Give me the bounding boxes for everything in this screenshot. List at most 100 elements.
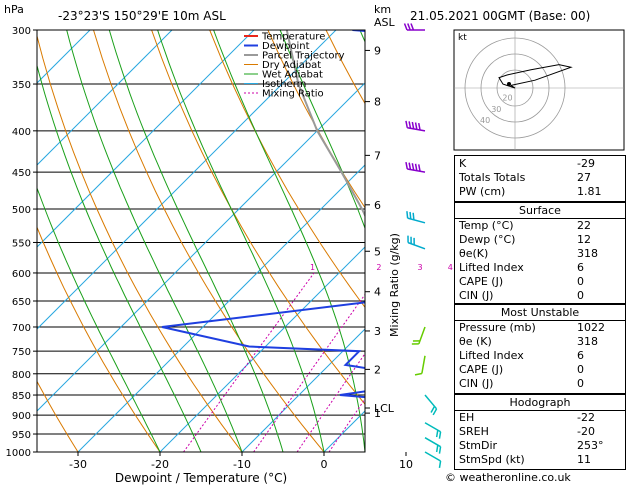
legend-label: Isotherm xyxy=(262,79,306,90)
unstable-row: θe (K) 318 xyxy=(459,335,598,348)
wet-adiabat-line xyxy=(157,30,325,452)
wind-barb-flag xyxy=(414,372,423,376)
isotherm-line xyxy=(0,30,8,452)
surface-title: Surface xyxy=(519,204,561,217)
km-tick-label: 7 xyxy=(374,149,381,162)
hodo-row: StmSpd (kt) 11 xyxy=(459,453,591,466)
unstable-row: CIN (J) 0 xyxy=(459,377,584,390)
y-tick-label: 500 xyxy=(12,205,31,216)
footer-credit: © weatheronline.co.uk xyxy=(445,471,571,484)
y-tick-label: 950 xyxy=(12,430,31,441)
mixing-ratio-line xyxy=(328,398,365,452)
km-tick-label: 9 xyxy=(374,44,381,57)
unstable-row: Pressure (mb) 1022 xyxy=(459,321,605,334)
hodograph-panel: Hodograph EH -22 SREH -20 StmDir 253° StmSp… xyxy=(454,394,626,470)
wind-barb-flag xyxy=(414,163,418,171)
y-axis-right-label: Mixing Ratio (g/kg) xyxy=(388,233,401,337)
wet-adiabat-line xyxy=(279,30,365,230)
series-dewpoint-line xyxy=(161,30,365,399)
divider xyxy=(455,218,625,219)
legend-label: Dry Adiabat xyxy=(262,60,321,71)
isotherm-line xyxy=(241,328,365,452)
hodo-row: StmDir 253° xyxy=(459,439,604,452)
hodograph-ring-label: 30 xyxy=(491,105,501,114)
dry-adiabat-line xyxy=(209,30,365,309)
dry-adiabat-line xyxy=(151,30,365,406)
divider xyxy=(455,410,625,411)
wind-barb-flag xyxy=(417,122,421,131)
km-tick-label: 6 xyxy=(374,199,381,212)
mixing-ratio-line xyxy=(253,293,365,452)
mixing-ratio-line xyxy=(296,352,365,452)
y-tick-label: 350 xyxy=(12,80,31,91)
y-tick-label: 300 xyxy=(12,26,31,37)
wind-barb-flag xyxy=(438,460,442,469)
km-tick-label: LCL xyxy=(374,402,395,415)
y-tick-label: 850 xyxy=(12,391,31,402)
unstable-row: CAPE (J) 0 xyxy=(459,363,584,376)
legend-label: Mixing Ratio xyxy=(262,89,324,100)
index-row: K -29 xyxy=(459,157,595,170)
wind-barb-flag xyxy=(410,23,415,31)
wind-barb-flag xyxy=(435,444,439,453)
wind-barb-flag xyxy=(435,430,439,438)
surface-row: Dewp (°C) 12 xyxy=(459,233,591,246)
divider xyxy=(455,320,625,321)
x-tick-label: -10 xyxy=(233,458,251,471)
surface-panel: Surface Temp (°C) 22 Dewp (°C) 12 θe(K) 318… xyxy=(454,202,626,304)
series-parcel-trajectory-line xyxy=(285,30,365,218)
y-tick-label: 1000 xyxy=(6,448,31,459)
legend-label: Temperature xyxy=(261,32,325,43)
hodo-row: SREH -20 xyxy=(459,425,595,438)
km-tick-label: 5 xyxy=(374,245,381,258)
dry-adiabat-line xyxy=(93,30,325,452)
legend-label: Parcel Trajectory xyxy=(262,51,345,62)
wet-adiabat-line xyxy=(108,30,284,452)
mixing-ratio-label: 1 xyxy=(310,263,315,272)
isotherm-line xyxy=(77,164,365,452)
most-unstable-title: Most Unstable xyxy=(500,306,580,319)
y-tick-label: 450 xyxy=(12,168,31,179)
wind-barb-shaft xyxy=(421,355,426,374)
surface-row: CIN (J) 0 xyxy=(459,289,584,302)
wind-barbs xyxy=(403,23,442,469)
wet-adiabat-line xyxy=(37,63,202,452)
wind-barb-flag xyxy=(408,162,412,170)
hodograph-trace xyxy=(498,64,573,89)
hodograph-title: Hodograph xyxy=(509,396,571,409)
surface-row: Lifted Index 6 xyxy=(459,261,584,274)
storm-motion-marker xyxy=(507,82,511,86)
mixing-ratio-label: 2 xyxy=(376,263,381,272)
wind-barb-flag xyxy=(412,212,415,220)
wind-barb-flag xyxy=(414,122,418,130)
y-tick-label: 700 xyxy=(12,323,31,334)
legend-label: Wet Adiabat xyxy=(262,70,323,81)
hodograph-ring-label: 40 xyxy=(480,116,490,125)
wind-barb-flag xyxy=(407,23,411,31)
dry-adiabat-line xyxy=(37,226,161,452)
x-tick-label: -20 xyxy=(151,458,169,471)
km-tick-label: 3 xyxy=(374,325,381,338)
y-tick-label: 900 xyxy=(12,411,31,422)
wind-barb-flag xyxy=(409,211,412,220)
surface-row: CAPE (J) 0 xyxy=(459,275,584,288)
mixing-ratio-label: 3 xyxy=(417,263,422,272)
isotherm-line xyxy=(37,82,365,412)
profile-curves xyxy=(161,30,365,399)
x-tick-label: -30 xyxy=(69,458,87,471)
hodograph-unit: kt xyxy=(458,33,467,43)
y-tick-label: 400 xyxy=(12,127,31,138)
wind-barb-flag xyxy=(432,408,438,416)
wind-barb-shaft xyxy=(424,451,441,462)
y-tick-label: 650 xyxy=(12,297,31,308)
wind-barb-flag xyxy=(405,120,409,128)
hpa-label: hPa xyxy=(4,3,24,16)
wind-barb-flag xyxy=(405,161,409,170)
x-tick-label: 0 xyxy=(321,458,328,471)
wind-barb-flag xyxy=(438,431,442,439)
wind-barb-flag xyxy=(403,23,408,31)
km-tick-label: 2 xyxy=(374,363,381,376)
isotherm-line xyxy=(159,246,365,452)
